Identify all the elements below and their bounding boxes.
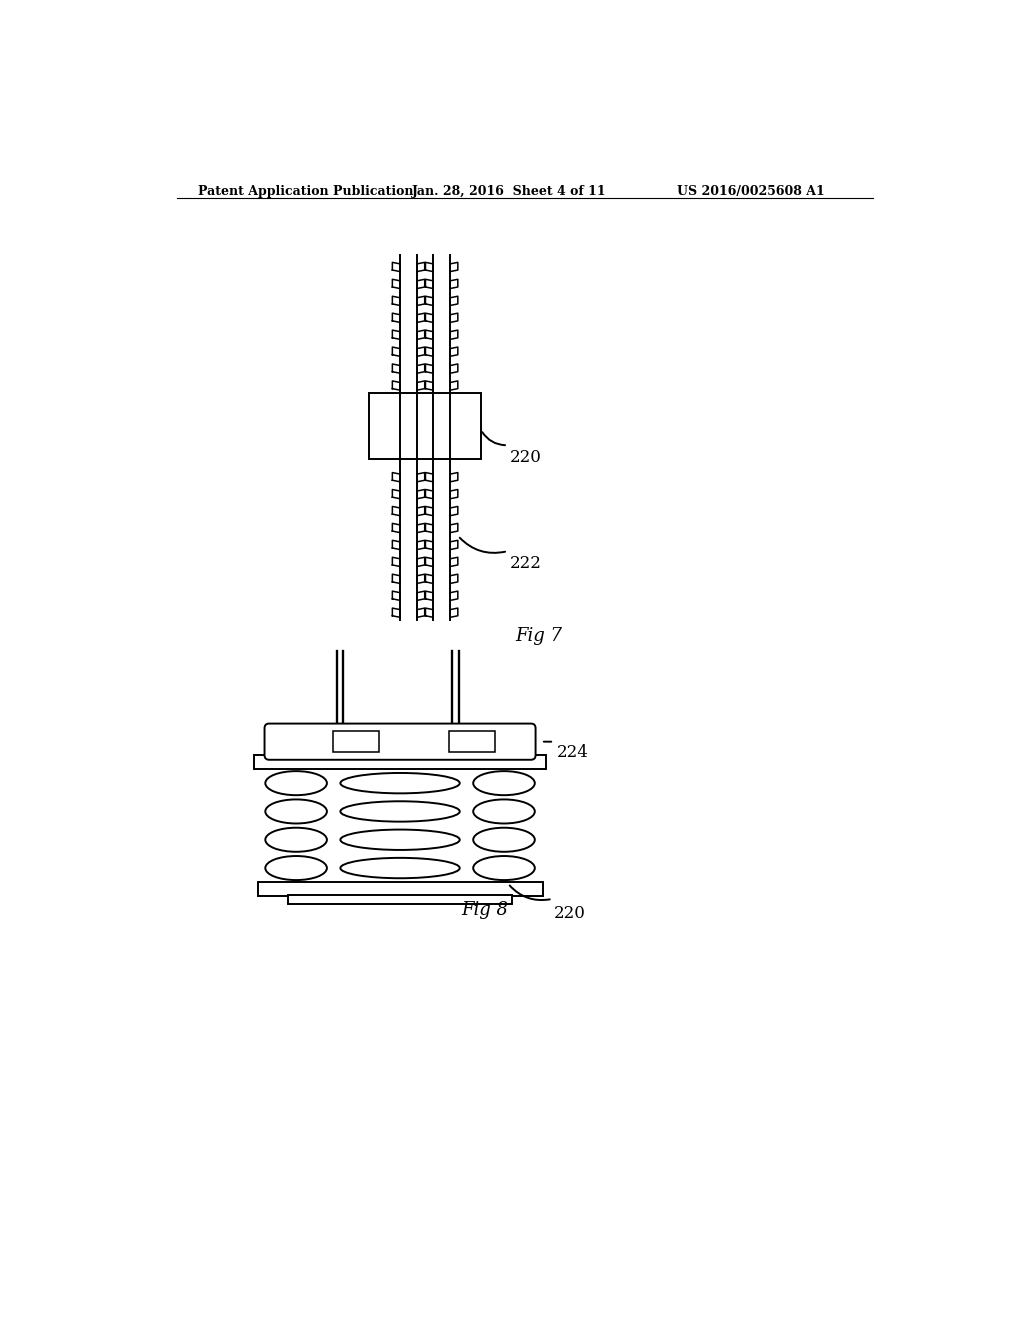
Text: Fig 8: Fig 8 [462, 902, 509, 920]
Bar [370, 393, 481, 459]
Ellipse shape [473, 771, 535, 795]
Bar [449, 731, 495, 752]
Ellipse shape [265, 828, 327, 851]
Ellipse shape [340, 858, 460, 878]
Ellipse shape [265, 857, 327, 880]
Ellipse shape [265, 800, 327, 824]
Bar [258, 882, 543, 896]
Text: 222: 222 [509, 554, 542, 572]
Ellipse shape [473, 800, 535, 824]
Text: Jan. 28, 2016  Sheet 4 of 11: Jan. 28, 2016 Sheet 4 of 11 [412, 185, 606, 198]
Bar [254, 755, 547, 770]
Text: Fig 7: Fig 7 [515, 627, 562, 644]
Text: US 2016/0025608 A1: US 2016/0025608 A1 [677, 185, 825, 198]
Ellipse shape [265, 771, 327, 795]
Ellipse shape [340, 829, 460, 850]
Bar [289, 895, 512, 904]
Text: Patent Application Publication: Patent Application Publication [199, 185, 414, 198]
Text: 224: 224 [556, 744, 588, 762]
Ellipse shape [473, 828, 535, 851]
Bar [333, 731, 379, 752]
FancyBboxPatch shape [264, 723, 536, 760]
Ellipse shape [340, 801, 460, 821]
Text: 220: 220 [554, 906, 586, 921]
Ellipse shape [473, 857, 535, 880]
Text: 220: 220 [509, 449, 542, 466]
Ellipse shape [340, 774, 460, 793]
